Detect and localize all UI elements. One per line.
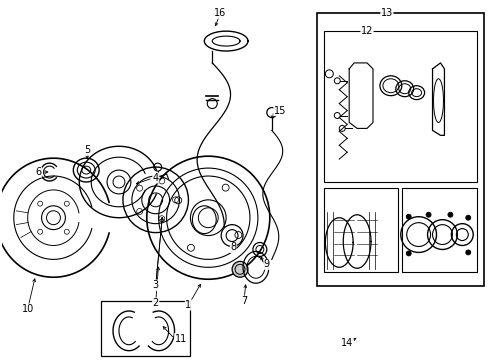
Text: 6: 6 xyxy=(36,167,41,177)
Bar xyxy=(324,188,397,272)
Circle shape xyxy=(406,214,410,219)
Circle shape xyxy=(425,212,430,217)
Text: 3: 3 xyxy=(152,280,159,290)
Bar xyxy=(317,13,483,286)
Text: 3: 3 xyxy=(152,280,159,290)
Text: 11: 11 xyxy=(174,334,186,344)
Circle shape xyxy=(465,215,470,220)
Circle shape xyxy=(406,251,410,256)
Text: 5: 5 xyxy=(84,145,90,155)
Text: 10: 10 xyxy=(21,304,34,314)
Circle shape xyxy=(465,250,470,255)
Bar xyxy=(101,301,190,356)
Bar xyxy=(401,188,476,272)
Bar xyxy=(324,31,476,182)
Text: 12: 12 xyxy=(360,26,372,36)
Text: 14: 14 xyxy=(340,338,353,348)
Text: 7: 7 xyxy=(241,296,246,306)
Text: 13: 13 xyxy=(380,8,392,18)
Text: 16: 16 xyxy=(214,8,226,18)
Text: 1: 1 xyxy=(185,300,191,310)
Text: 9: 9 xyxy=(264,259,269,269)
Text: 8: 8 xyxy=(230,243,236,252)
Text: 15: 15 xyxy=(273,105,285,116)
Text: 4: 4 xyxy=(152,173,159,183)
Circle shape xyxy=(232,261,247,277)
Circle shape xyxy=(447,212,452,217)
Text: 2: 2 xyxy=(152,298,159,308)
